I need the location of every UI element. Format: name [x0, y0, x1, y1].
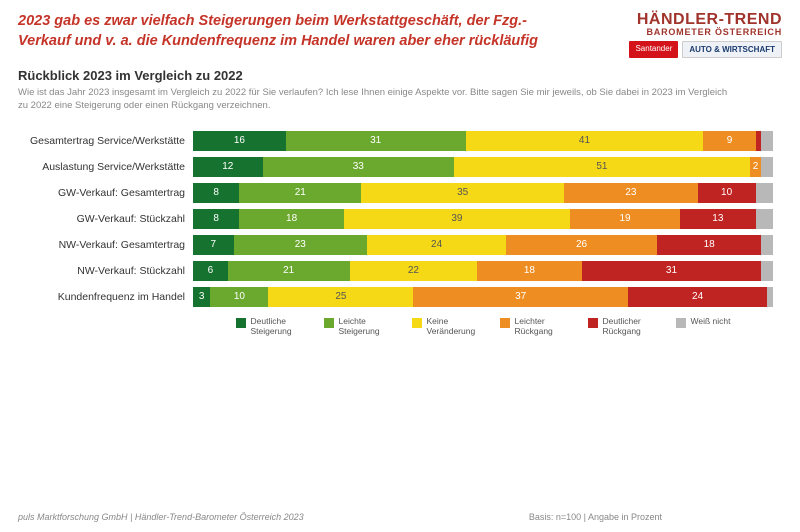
row-label: Kundenfrequenz im Handel [18, 291, 193, 303]
bar-segment: 2 [750, 157, 762, 177]
stacked-bar-chart: Gesamtertrag Service/Werkstätte1631419Au… [18, 131, 782, 307]
logo-block: HÄNDLER-TREND BAROMETER ÖSTERREICH Santa… [629, 12, 782, 58]
bar-segment: 16 [193, 131, 286, 151]
bar-segment: 35 [361, 183, 564, 203]
row-label: Auslastung Service/Werkstätte [18, 161, 193, 173]
chart-row: GW-Verkauf: Gesamtertrag821352310 [18, 183, 782, 203]
bar-segment: 24 [367, 235, 506, 255]
chart-row: NW-Verkauf: Stückzahl621221831 [18, 261, 782, 281]
badge-santander: Santander [629, 41, 678, 58]
bar-segment [761, 131, 773, 151]
bar-segment: 18 [239, 209, 343, 229]
bar-segment: 12 [193, 157, 263, 177]
bar: 310253724 [193, 287, 773, 307]
bar-segment: 10 [210, 287, 268, 307]
row-label: GW-Verkauf: Gesamtertrag [18, 187, 193, 199]
bar-segment: 41 [466, 131, 704, 151]
bar-segment: 3 [193, 287, 210, 307]
bar-segment: 21 [239, 183, 361, 203]
bar-segment: 23 [564, 183, 697, 203]
legend-item: Deutliche Steigerung [236, 317, 306, 337]
bar-segment: 31 [286, 131, 466, 151]
logo-main: HÄNDLER-TREND [629, 12, 782, 27]
headline: 2023 gab es zwar vielfach Steigerungen b… [18, 12, 558, 51]
legend-item: Keine Veränderung [412, 317, 482, 337]
bar-segment: 24 [628, 287, 767, 307]
row-label: NW-Verkauf: Gesamtertrag [18, 239, 193, 251]
legend-label: Leichter Rückgang [515, 317, 570, 337]
bar-segment: 22 [350, 261, 478, 281]
legend-swatch [412, 318, 422, 328]
legend-swatch [588, 318, 598, 328]
bar-segment [756, 209, 773, 229]
bar: 723242618 [193, 235, 773, 255]
legend-swatch [236, 318, 246, 328]
bar-segment: 33 [263, 157, 454, 177]
legend-item: Deutlicher Rückgang [588, 317, 658, 337]
logo-sub: BAROMETER ÖSTERREICH [629, 27, 782, 37]
bar-segment: 18 [477, 261, 581, 281]
chart-row: NW-Verkauf: Gesamtertrag723242618 [18, 235, 782, 255]
legend-swatch [500, 318, 510, 328]
legend-item: Leichte Steigerung [324, 317, 394, 337]
question-text: Wie ist das Jahr 2023 insgesamt im Vergl… [18, 87, 738, 113]
header-row: 2023 gab es zwar vielfach Steigerungen b… [18, 12, 782, 58]
bar-segment: 13 [680, 209, 755, 229]
bar-segment: 31 [582, 261, 762, 281]
bar-segment: 23 [234, 235, 367, 255]
chart-row: Gesamtertrag Service/Werkstätte1631419 [18, 131, 782, 151]
legend-label: Deutlicher Rückgang [603, 317, 658, 337]
bar-segment: 39 [344, 209, 570, 229]
bar-segment: 10 [698, 183, 756, 203]
legend-swatch [324, 318, 334, 328]
legend-label: Weiß nicht [691, 317, 731, 327]
bar-segment: 21 [228, 261, 350, 281]
bar-segment: 19 [570, 209, 680, 229]
bar: 1233512 [193, 157, 773, 177]
footer-right: Basis: n=100 | Angabe in Prozent [529, 512, 662, 522]
bar-segment: 25 [268, 287, 413, 307]
legend-label: Keine Veränderung [427, 317, 482, 337]
bar-segment: 8 [193, 183, 239, 203]
bar-segment [761, 261, 773, 281]
legend-item: Leichter Rückgang [500, 317, 570, 337]
legend-swatch [676, 318, 686, 328]
bar-segment [756, 183, 773, 203]
footer-left: puls Marktforschung GmbH | Händler-Trend… [18, 512, 304, 522]
bar: 821352310 [193, 183, 773, 203]
bar-segment: 37 [413, 287, 628, 307]
bar-segment [767, 287, 773, 307]
chart-legend: Deutliche Steigerung Leichte Steigerung Ke… [193, 317, 773, 337]
chart-row: GW-Verkauf: Stückzahl818391913 [18, 209, 782, 229]
bar: 818391913 [193, 209, 773, 229]
bar-segment: 51 [454, 157, 750, 177]
legend-label: Leichte Steigerung [339, 317, 394, 337]
bar-segment: 8 [193, 209, 239, 229]
badge-auto: AUTO & WIRTSCHAFT [682, 41, 782, 58]
logo-badges: Santander AUTO & WIRTSCHAFT [629, 41, 782, 58]
bar-segment: 9 [703, 131, 755, 151]
legend-item: Weiß nicht [676, 317, 731, 337]
row-label: Gesamtertrag Service/Werkstätte [18, 135, 193, 147]
legend-label: Deutliche Steigerung [251, 317, 306, 337]
bar-segment: 18 [657, 235, 761, 255]
bar-segment [761, 235, 773, 255]
row-label: NW-Verkauf: Stückzahl [18, 265, 193, 277]
chart-row: Kundenfrequenz im Handel310253724 [18, 287, 782, 307]
chart-row: Auslastung Service/Werkstätte1233512 [18, 157, 782, 177]
bar: 1631419 [193, 131, 773, 151]
bar-segment [761, 157, 773, 177]
row-label: GW-Verkauf: Stückzahl [18, 213, 193, 225]
bar-segment: 26 [506, 235, 657, 255]
footer: puls Marktforschung GmbH | Händler-Trend… [18, 512, 782, 522]
subtitle: Rückblick 2023 im Vergleich zu 2022 [18, 68, 782, 83]
bar-segment: 7 [193, 235, 234, 255]
bar: 621221831 [193, 261, 773, 281]
bar-segment: 6 [193, 261, 228, 281]
